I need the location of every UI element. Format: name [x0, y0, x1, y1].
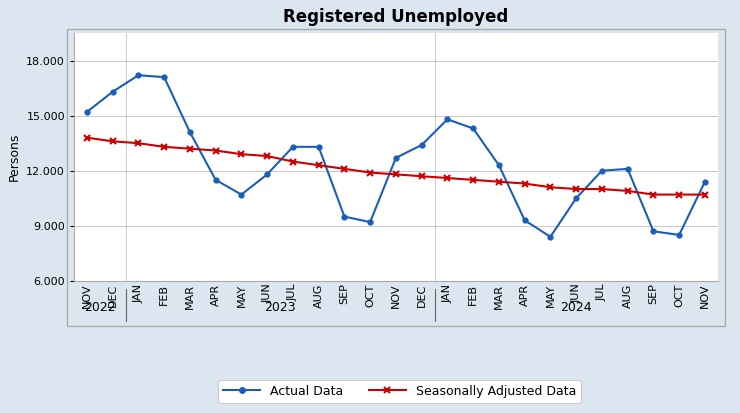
- Seasonally Adjusted Data: [443, 176, 452, 180]
- Actual Data: [340, 214, 349, 219]
- Seasonally Adjusted Data: [468, 178, 477, 183]
- Seasonally Adjusted Data: [186, 146, 195, 151]
- Seasonally Adjusted Data: [701, 192, 710, 197]
- Actual Data: [623, 166, 632, 171]
- Text: 2024: 2024: [560, 301, 592, 314]
- Actual Data: [546, 234, 555, 239]
- Actual Data: [134, 73, 143, 78]
- Actual Data: [108, 89, 117, 94]
- Seasonally Adjusted Data: [160, 145, 169, 150]
- Actual Data: [211, 178, 220, 183]
- Actual Data: [186, 130, 195, 135]
- Seasonally Adjusted Data: [391, 172, 400, 177]
- Seasonally Adjusted Data: [289, 159, 297, 164]
- Line: Actual Data: Actual Data: [84, 73, 707, 239]
- Line: Seasonally Adjusted Data: Seasonally Adjusted Data: [84, 134, 708, 198]
- Actual Data: [701, 179, 710, 184]
- Y-axis label: Persons: Persons: [7, 133, 21, 181]
- Seasonally Adjusted Data: [237, 152, 246, 157]
- Actual Data: [391, 155, 400, 160]
- Seasonally Adjusted Data: [520, 181, 529, 186]
- Seasonally Adjusted Data: [572, 187, 581, 192]
- Actual Data: [597, 168, 606, 173]
- Actual Data: [675, 233, 684, 237]
- Seasonally Adjusted Data: [675, 192, 684, 197]
- Text: 2023: 2023: [264, 301, 296, 314]
- Actual Data: [443, 117, 452, 122]
- Seasonally Adjusted Data: [649, 192, 658, 197]
- Actual Data: [366, 220, 374, 225]
- Actual Data: [237, 192, 246, 197]
- Actual Data: [263, 172, 272, 177]
- Title: Registered Unemployed: Registered Unemployed: [283, 8, 508, 26]
- Seasonally Adjusted Data: [623, 188, 632, 193]
- Seasonally Adjusted Data: [82, 135, 91, 140]
- Seasonally Adjusted Data: [108, 139, 117, 144]
- Seasonally Adjusted Data: [134, 141, 143, 146]
- Seasonally Adjusted Data: [263, 154, 272, 159]
- Seasonally Adjusted Data: [366, 170, 374, 175]
- Actual Data: [82, 109, 91, 114]
- Actual Data: [468, 126, 477, 131]
- Text: 2022: 2022: [84, 301, 115, 314]
- Actual Data: [572, 196, 581, 201]
- Actual Data: [520, 218, 529, 223]
- Seasonally Adjusted Data: [417, 174, 426, 179]
- Actual Data: [649, 229, 658, 234]
- Seasonally Adjusted Data: [546, 185, 555, 190]
- Seasonally Adjusted Data: [211, 148, 220, 153]
- Seasonally Adjusted Data: [494, 179, 503, 184]
- Legend: Actual Data, Seasonally Adjusted Data: Actual Data, Seasonally Adjusted Data: [218, 380, 582, 403]
- Actual Data: [314, 145, 323, 150]
- Actual Data: [289, 145, 297, 150]
- Seasonally Adjusted Data: [314, 163, 323, 168]
- Seasonally Adjusted Data: [597, 187, 606, 192]
- Actual Data: [417, 142, 426, 147]
- Seasonally Adjusted Data: [340, 166, 349, 171]
- Actual Data: [160, 75, 169, 80]
- Actual Data: [494, 163, 503, 168]
